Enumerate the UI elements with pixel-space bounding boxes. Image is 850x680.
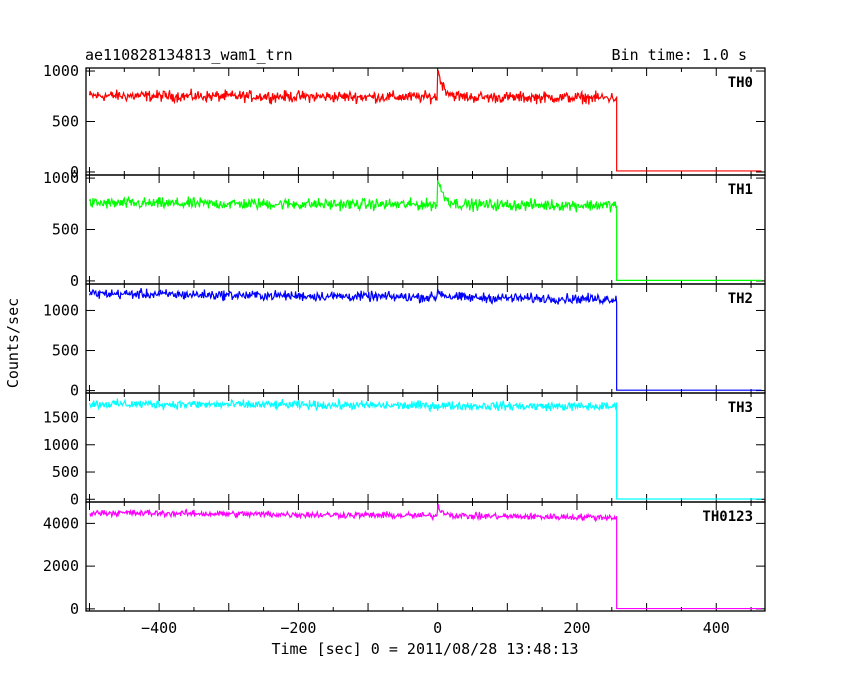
series-line-th3 (88, 398, 762, 500)
series-line-th0 (88, 69, 762, 172)
x-tick-label: −200 (280, 619, 316, 637)
panel-frame (85, 392, 766, 503)
panel-label: TH3 (728, 400, 753, 416)
bin-time-label: Bin time: 1.0 s (612, 46, 747, 64)
y-tick-label: 0 (70, 272, 79, 290)
y-tick-label: 1000 (43, 62, 79, 80)
y-tick-label: 1000 (43, 436, 79, 454)
y-tick-label: 4000 (43, 514, 79, 532)
panel-frame (85, 67, 766, 176)
x-tick-label: 200 (563, 619, 590, 637)
panel-frame (85, 283, 766, 394)
x-axis-label: Time [sec] 0 = 2011/08/28 13:48:13 (271, 640, 578, 658)
x-tick-label: 0 (433, 619, 442, 637)
chart-title: ae110828134813_wam1_trn (85, 46, 293, 64)
y-tick-label: 1000 (43, 169, 79, 187)
y-tick-label: 500 (52, 113, 79, 131)
y-tick-label: 0 (70, 600, 79, 618)
x-tick-label: −400 (141, 619, 177, 637)
y-tick-label: 0 (70, 382, 79, 400)
panel-label: TH0 (728, 75, 753, 91)
panel-th2: 0 500 1000 TH2 (43, 283, 766, 400)
series-line-th0123 (89, 504, 762, 610)
panels-group: 0 500 1000 TH0 0 500 1000 TH1 0 500 1000 TH2 0 500 100… (43, 62, 766, 637)
y-axis-label: Counts/sec (4, 298, 22, 388)
y-tick-label: 0 (70, 490, 79, 508)
y-tick-label: 1500 (43, 409, 79, 427)
y-tick-label: 500 (52, 463, 79, 481)
series-line-th1 (88, 180, 762, 281)
series-line-th2 (88, 288, 762, 391)
y-tick-label: 500 (52, 221, 79, 239)
panel-label: TH1 (728, 182, 753, 198)
x-tick-label: 400 (703, 619, 730, 637)
panel-frame (85, 174, 766, 285)
y-tick-label: 0 (70, 163, 79, 181)
panel-th0123: 0 2000 4000 TH0123 (43, 501, 766, 618)
y-tick-label: 500 (52, 342, 79, 360)
y-tick-label: 2000 (43, 557, 79, 575)
panel-th0: 0 500 1000 TH0 (43, 62, 766, 181)
panel-label: TH0123 (702, 509, 753, 525)
panel-frame (85, 501, 766, 612)
panel-th1: 0 500 1000 TH1 (43, 169, 766, 290)
panel-label: TH2 (728, 291, 753, 307)
y-tick-label: 1000 (43, 301, 79, 319)
panel-th3: 0 500 1000 1500 TH3 (43, 392, 766, 508)
